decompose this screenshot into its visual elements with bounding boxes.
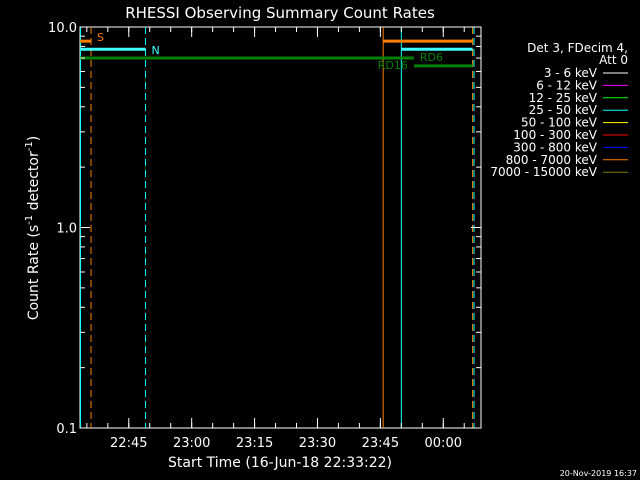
x-tick-label: 23:00 (173, 436, 210, 451)
chart-title: RHESSI Observing Summary Count Rates (125, 4, 435, 22)
flag-label-rd6: RD6 (420, 51, 443, 64)
legend-label: 6 - 12 keV (536, 78, 598, 92)
y-axis-label: Count Rate (s-1 detector-1) (24, 136, 42, 320)
x-tick-label: 23:45 (362, 436, 399, 451)
x-axis-label: Start Time (16-Jun-18 22:33:22) (168, 455, 392, 471)
legend-label: 100 - 300 keV (513, 128, 597, 142)
legend-label: 7000 - 15000 keV (490, 165, 597, 179)
x-tick-label: 23:15 (236, 436, 273, 451)
y-axis-label-sup1: -1 (24, 215, 35, 225)
legend-label: 3 - 6 keV (544, 66, 598, 80)
legend-label: 12 - 25 keV (529, 91, 598, 105)
footer-timestamp: 20-Nov-2019 16:37 (560, 469, 637, 478)
x-tick-label: 23:30 (299, 436, 336, 451)
legend-label: 50 - 100 keV (521, 116, 598, 130)
x-axis-ticks: 22:45 23:00 23:15 23:30 23:45 00:00 (86, 27, 465, 451)
legend-header-2: Att 0 (599, 53, 628, 67)
flag-label-s: S (97, 31, 104, 44)
legend-label: 800 - 7000 keV (506, 153, 598, 167)
y-axis-ticks: 10.0 1.0 0.1 (48, 21, 481, 437)
y-axis-label-end: ) (26, 136, 42, 141)
y-tick-label: 1.0 (56, 222, 77, 237)
legend-header-1: Det 3, FDecim 4, (527, 41, 628, 55)
vertical-markers (80, 27, 475, 428)
plot-frame (79, 26, 482, 429)
flag-bars: S N RD16 RD6 (80, 31, 473, 72)
y-tick-label: 0.1 (56, 422, 77, 437)
legend-label: 25 - 50 keV (529, 103, 598, 117)
x-tick-label: 22:45 (110, 436, 147, 451)
x-tick-label: 00:00 (425, 436, 462, 451)
legend-label: 300 - 800 keV (513, 140, 597, 154)
y-tick-label: 10.0 (48, 21, 77, 36)
y-axis-label-sup2: -1 (24, 141, 35, 151)
y-axis-label-main: Count Rate (s (26, 225, 42, 320)
flag-label-n: N (152, 44, 160, 57)
flag-label-rd16: RD16 (378, 59, 408, 72)
y-axis-label-mid: detector (26, 151, 42, 215)
